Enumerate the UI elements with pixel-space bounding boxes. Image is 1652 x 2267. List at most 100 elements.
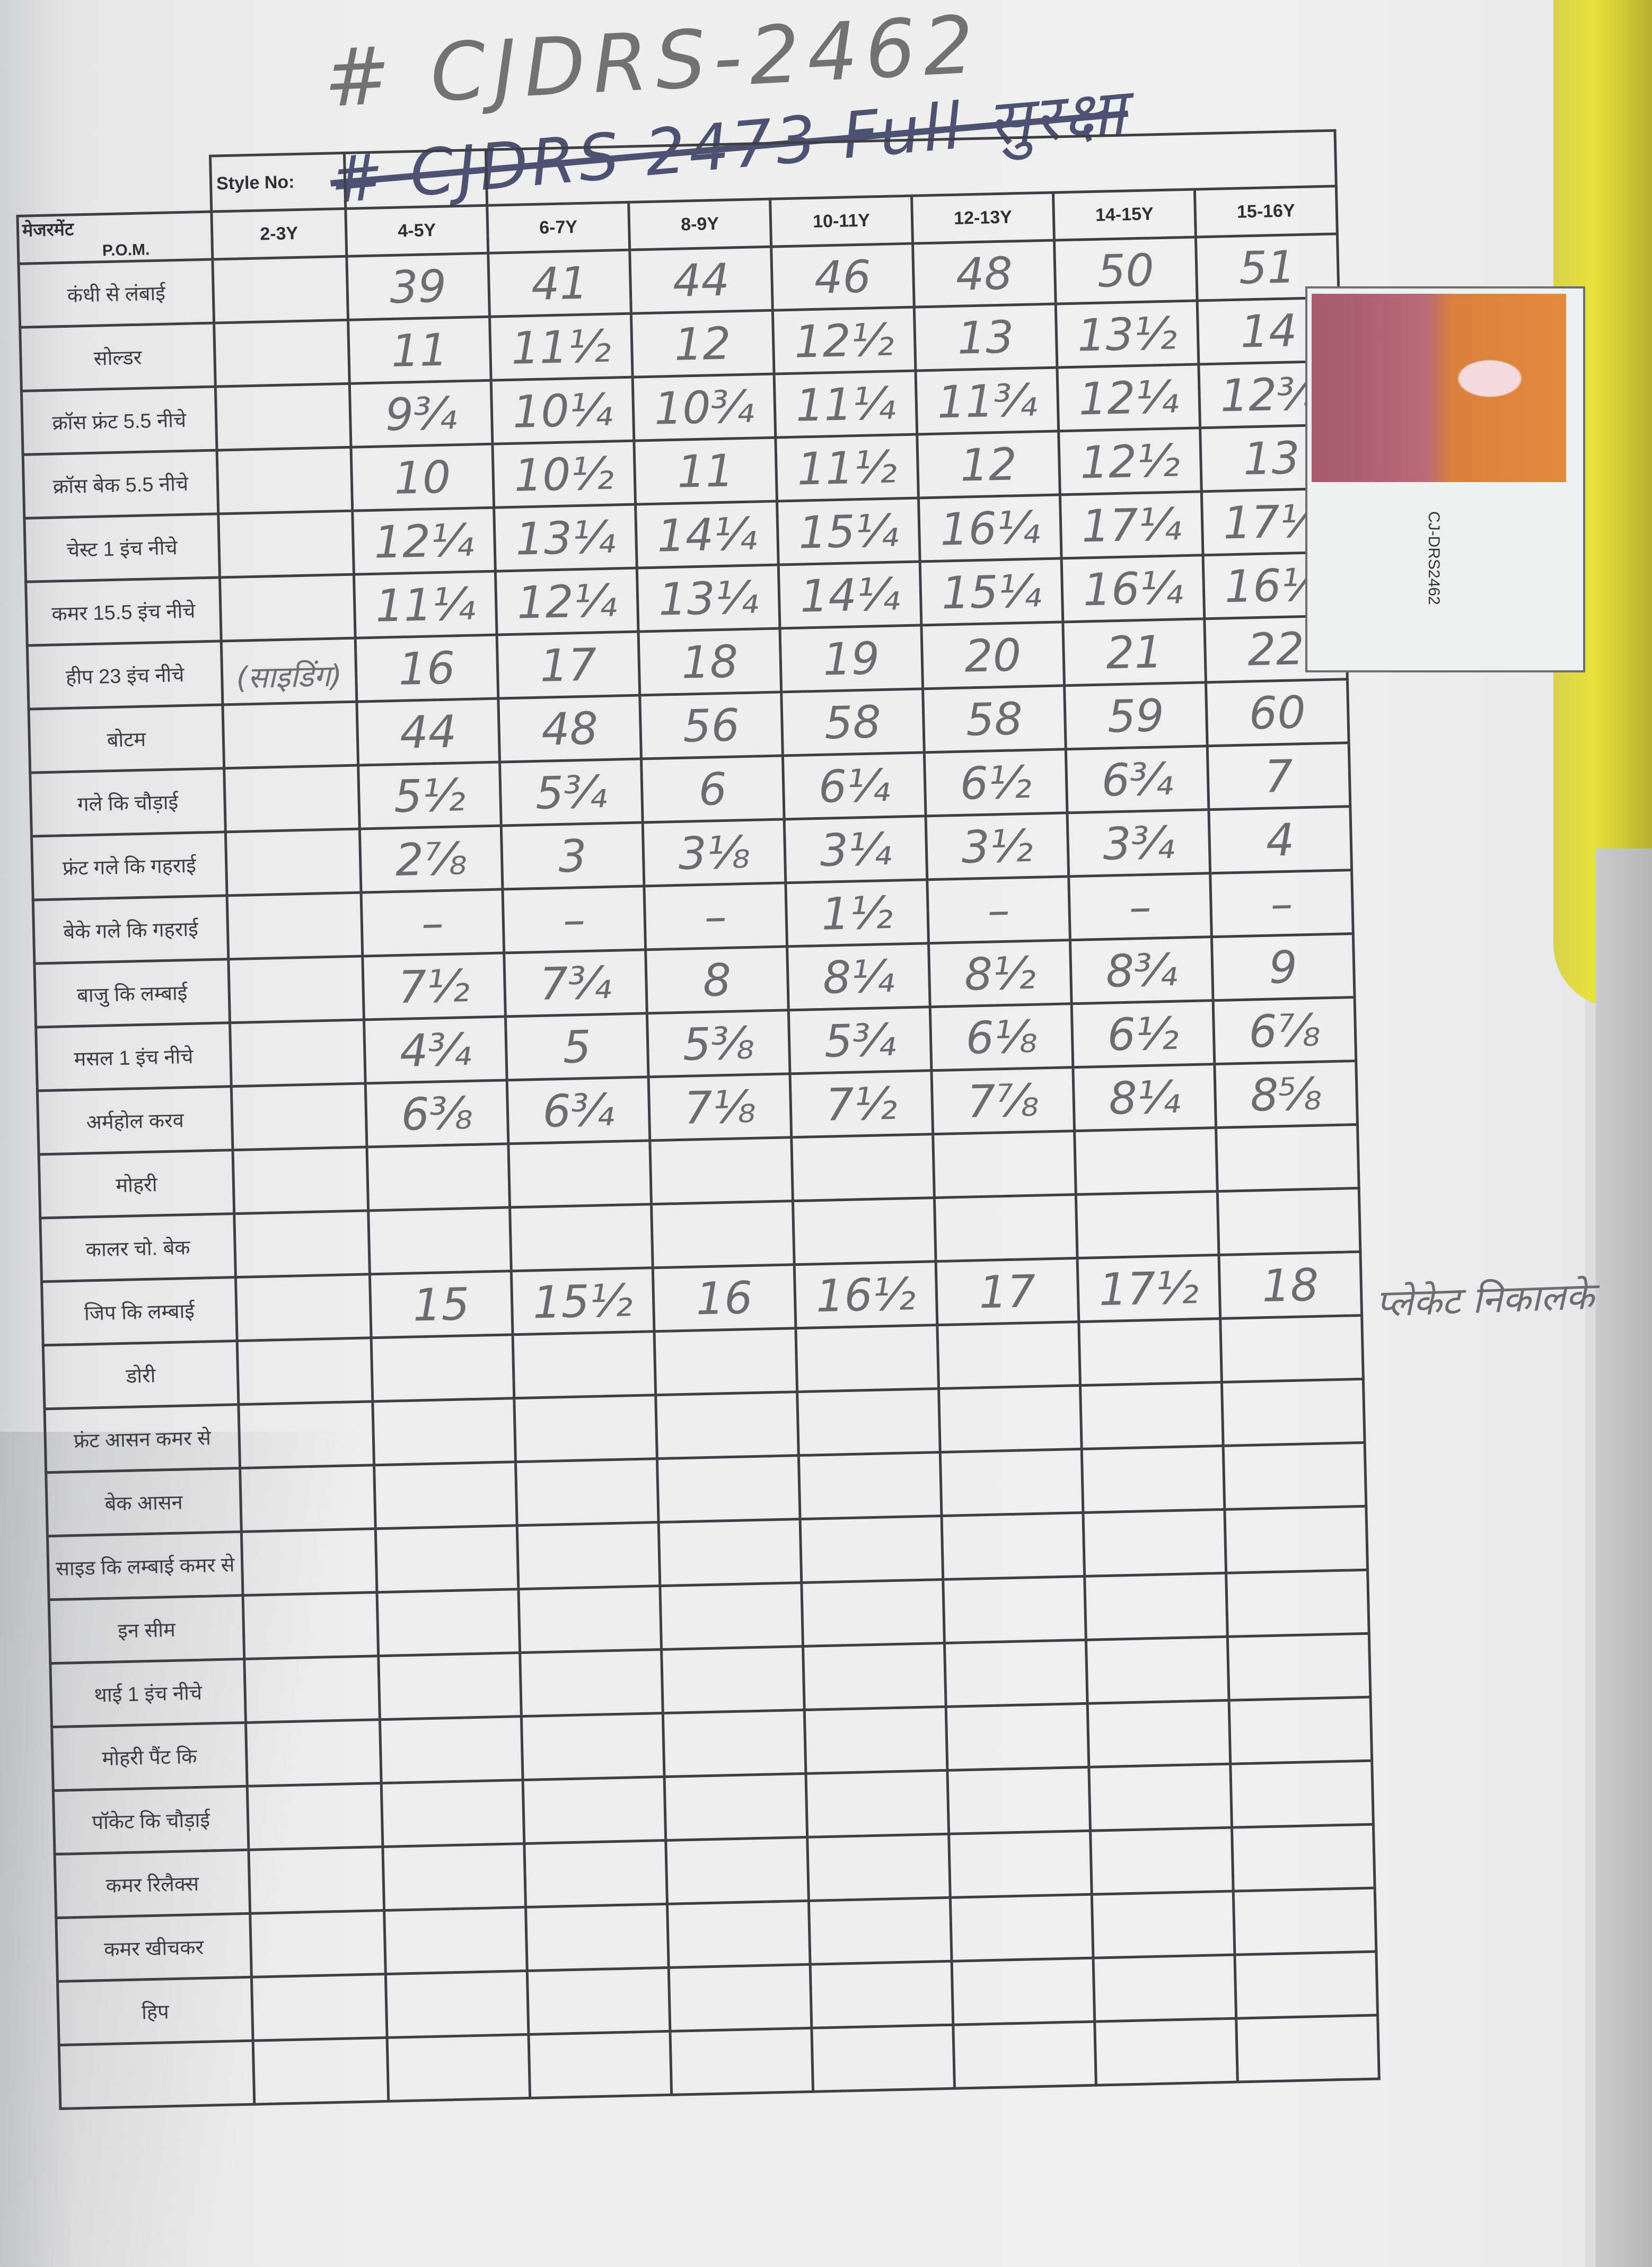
measurement-cell [665, 1837, 809, 1904]
measurement-cell [378, 1652, 522, 1720]
measurement-cell [950, 1894, 1093, 1962]
measurement-cell [1090, 1827, 1234, 1895]
measurement-cell: 5¾ [788, 1006, 932, 1074]
measurement-cell [238, 1401, 374, 1468]
measurement-cell: (साइडिंग) [221, 638, 357, 705]
measurement-cell: 5¾ [499, 758, 643, 826]
measurement-point-label: साइड कि लम्बाई कमर से [47, 1531, 243, 1600]
measurement-cell [1227, 1633, 1370, 1701]
measurement-point-label: मसल 1 इंच नीचे [36, 1022, 232, 1091]
measurement-cell [658, 1519, 802, 1586]
measurement-cell [523, 1776, 666, 1844]
measurement-cell [384, 1907, 528, 1974]
measurement-cell [1234, 1951, 1378, 2019]
measurement-cell [1233, 1888, 1376, 1955]
measurement-cell: 11½ [489, 313, 633, 381]
measurement-cell [1093, 1955, 1236, 2022]
measurement-cell [224, 765, 360, 832]
measurement-cell [1224, 1506, 1368, 1573]
measurement-point-label: क्रॉस बेक 5.5 नीचे [23, 450, 218, 519]
measurement-cell: 3¾ [1067, 809, 1210, 877]
size-header: 10-11Y [770, 196, 913, 247]
measurement-cell: 46 [771, 243, 915, 311]
measurement-cell [366, 1143, 510, 1211]
handwritten-row-note: (साइडिंग) [235, 658, 342, 696]
measurement-cell [240, 1465, 376, 1532]
measurement-cell: 10½ [492, 441, 636, 508]
measurement-cell [234, 1210, 370, 1277]
measurement-cell: 3 [501, 822, 644, 889]
margin-note: प्लेकेट निकालके [1375, 1274, 1595, 1326]
measurement-cell: 9¾ [349, 380, 493, 448]
measurement-cell: 7⅞ [931, 1067, 1075, 1134]
measurement-cell [235, 1274, 372, 1341]
measurement-cell [1223, 1442, 1366, 1510]
measurement-cell: 7¾ [504, 949, 647, 1017]
measurement-cell [371, 1334, 514, 1402]
measurement-cell [805, 1770, 949, 1837]
measurement-cell [517, 1522, 660, 1589]
measurement-cell [800, 1516, 943, 1583]
corner-label: मेजरमेंट P.O.M. [17, 212, 213, 264]
measurement-cell [509, 1204, 653, 1271]
dress-photo [1312, 294, 1566, 482]
measurement-cell [809, 1897, 952, 1965]
measurement-cell: 59 [1064, 682, 1208, 749]
measurement-cell [810, 1961, 953, 2028]
measurement-cell: 11½ [775, 434, 919, 502]
measurement-cell: 4 [1208, 806, 1352, 873]
measurement-point-label: फ्रंट आसन कमर से [44, 1404, 240, 1473]
measurement-cell [1078, 1318, 1222, 1386]
measurement-cell: 6 [641, 755, 785, 822]
measurement-point-label: हीप 23 इंच नीचे [27, 641, 223, 710]
measurement-cell [380, 1716, 523, 1783]
measurement-cell: 14¼ [635, 501, 779, 568]
size-header: 6-7Y [487, 202, 630, 253]
measurement-cell: – [502, 886, 646, 953]
measurement-cell [241, 1528, 377, 1596]
measurement-cell [520, 1649, 663, 1717]
measurement-cell [219, 574, 356, 641]
measurement-cell [1092, 1891, 1235, 1958]
measurement-cell [948, 1831, 1092, 1898]
measurement-cell: – [1210, 870, 1354, 937]
measurement-cell [382, 1843, 526, 1911]
measurement-cell: 15½ [511, 1267, 654, 1335]
measurement-cell: 10¾ [632, 374, 776, 441]
measurement-cell [811, 2025, 955, 2092]
size-header: 4-5Y [345, 205, 488, 257]
measurement-cell [937, 1321, 1080, 1389]
measurement-cell: 48 [498, 695, 642, 763]
measurement-cell [663, 1710, 806, 1777]
measurement-cell: 8½ [928, 940, 1072, 1007]
measurement-cell [1236, 2015, 1379, 2082]
measurement-cell: 12½ [1058, 427, 1202, 495]
measurement-cell [1084, 1573, 1228, 1640]
background-surface [1596, 848, 1652, 2267]
measurement-cell [1076, 1191, 1219, 1258]
measurement-cell [1229, 1697, 1372, 1764]
measurement-cell [797, 1388, 941, 1456]
measurement-cell [225, 829, 362, 896]
measurement-cell [1222, 1379, 1365, 1446]
measurement-cell: 16 [653, 1264, 796, 1332]
measurement-cell [952, 1958, 1095, 2025]
measurement-cell: – [361, 889, 504, 957]
measurement-point-label: मोहरी पैंट कि [51, 1722, 248, 1791]
size-header: 2-3Y [211, 208, 347, 260]
measurement-cell [243, 1592, 379, 1659]
measurement-cell [669, 1964, 812, 2032]
measurement-cell [943, 1576, 1086, 1643]
measurement-cell [947, 1767, 1091, 1834]
measurement-cell [1088, 1764, 1232, 1831]
measurement-cell: 6¾ [1066, 746, 1209, 813]
measurement-cell [374, 1461, 517, 1529]
measurement-cell: 48 [912, 240, 1056, 308]
measurement-cell [1232, 1824, 1375, 1892]
measurement-point-label: बाजु कि लम्बाई [34, 959, 230, 1028]
measurement-cell [667, 1901, 811, 1968]
measurement-cell [660, 1582, 803, 1650]
measurement-point-label: हिप [57, 1977, 253, 2045]
measurement-cell: 15 [370, 1271, 513, 1338]
measurement-point-label: जिप कि लम्बाई [41, 1277, 238, 1345]
